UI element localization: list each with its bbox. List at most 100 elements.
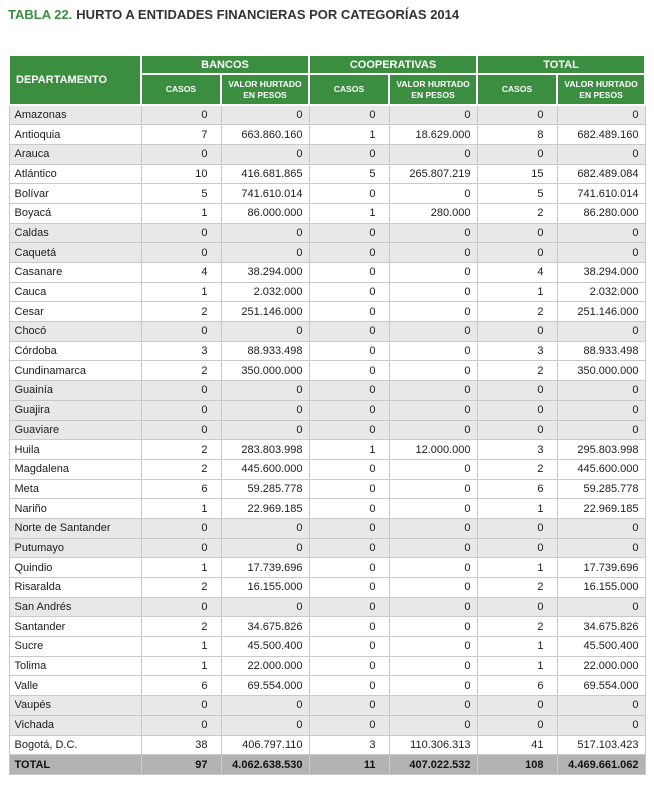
valor-cell: 0 [556, 222, 646, 244]
valor-cell: 0 [388, 419, 478, 441]
valor-cell: 22.000.000 [220, 655, 310, 677]
valor-cell: 22.969.185 [220, 498, 310, 519]
valor-cell: 88.933.498 [220, 340, 310, 362]
valor-cell: 0 [388, 616, 478, 638]
casos-cell: 0 [308, 419, 390, 441]
departamento-cell: Vichada [8, 714, 142, 736]
valor-cell: 0 [556, 242, 646, 263]
casos-cell: 2 [140, 458, 222, 480]
table-row: Bolívar 5 741.610.014 0 0 5 741.610.014 [8, 183, 646, 204]
valor-cell: 0 [220, 537, 310, 559]
table-row: Vaupés 0 0 0 0 0 0 [8, 695, 646, 716]
departamento-cell: Caquetá [8, 242, 142, 263]
casos-cell: 0 [476, 596, 558, 618]
header-row-groups: DEPARTAMENTO BANCOS COOPERATIVAS TOTAL [8, 54, 647, 106]
column-group-bancos: BANCOS [139, 54, 311, 75]
casos-cell: 0 [476, 380, 558, 401]
valor-cell: 0 [220, 399, 310, 421]
casos-cell: 38 [140, 734, 222, 756]
departamento-cell: Antioquia [8, 124, 142, 145]
column-header-bancos-casos: CASOS [140, 73, 222, 106]
valor-cell: 0 [556, 517, 646, 539]
valor-cell: 18.629.000 [388, 124, 478, 145]
column-group-cooperativas: COOPERATIVAS [308, 54, 479, 75]
valor-cell: 0 [388, 380, 478, 401]
departamento-cell: Norte de Santander [8, 517, 142, 539]
table-row: Huila 2 283.803.998 1 12.000.000 3 295.803.998 [8, 439, 646, 460]
valor-cell: 38.294.000 [556, 262, 646, 283]
valor-cell: 34.675.826 [220, 616, 310, 638]
table-row: Guainía 0 0 0 0 0 0 [8, 380, 646, 401]
valor-cell: 0 [556, 399, 646, 421]
table-number: TABLA 22. [8, 7, 73, 22]
casos-cell: 0 [476, 714, 558, 736]
casos-cell: 0 [476, 242, 558, 263]
table-row: Guaviare 0 0 0 0 0 0 [8, 419, 646, 441]
table-row: Meta 6 59.285.778 0 0 6 59.285.778 [8, 478, 646, 500]
valor-cell: 0 [388, 557, 478, 578]
valor-cell: 0 [388, 695, 478, 716]
valor-cell: 110.306.313 [388, 734, 478, 756]
valor-cell: 0 [220, 714, 310, 736]
column-header-cooperativas-valor: VALOR HURTADO EN PESOS [388, 73, 479, 106]
valor-cell: 741.610.014 [220, 183, 310, 204]
valor-cell: 22.969.185 [556, 498, 646, 519]
departamento-cell: Nariño [8, 498, 142, 519]
casos-cell: 2 [476, 458, 558, 480]
casos-cell: 2 [140, 577, 222, 598]
valor-cell: 0 [388, 222, 478, 244]
table-row: Antioquia 7 663.860.160 1 18.629.000 8 682.489… [8, 124, 646, 145]
table-row: Norte de Santander 0 0 0 0 0 0 [8, 517, 646, 539]
casos-cell: 6 [476, 675, 558, 697]
table-row: Caquetá 0 0 0 0 0 0 [8, 242, 646, 263]
casos-cell: 0 [476, 695, 558, 716]
casos-cell: 0 [308, 242, 390, 263]
departamento-cell: Casanare [8, 262, 142, 283]
casos-cell: 0 [308, 321, 390, 342]
casos-cell: 5 [476, 183, 558, 204]
casos-cell: 0 [308, 596, 390, 618]
table-row: Atlántico 10 416.681.865 5 265.807.219 15 682.… [8, 163, 646, 185]
casos-cell: 1 [140, 557, 222, 578]
valor-cell: 0 [556, 321, 646, 342]
casos-cell: 1 [140, 281, 222, 303]
table-row: Santander 2 34.675.826 0 0 2 34.675.826 [8, 616, 646, 638]
departamento-cell: Huila [8, 439, 142, 460]
casos-cell: 0 [308, 360, 390, 382]
casos-cell: 1 [140, 202, 222, 224]
table-row: Putumayo 0 0 0 0 0 0 [8, 537, 646, 559]
table-row: Caldas 0 0 0 0 0 0 [8, 222, 646, 244]
valor-cell: 251.146.000 [556, 301, 646, 323]
valor-cell: 0 [220, 104, 310, 126]
casos-cell: 0 [140, 419, 222, 441]
valor-cell: 0 [220, 321, 310, 342]
casos-cell: 6 [140, 478, 222, 500]
valor-cell: 86.280.000 [556, 202, 646, 224]
casos-cell: 0 [476, 104, 558, 126]
departamento-cell: Caldas [8, 222, 142, 244]
table-row: Vichada 0 0 0 0 0 0 [8, 714, 646, 736]
valor-cell: 0 [556, 537, 646, 559]
casos-cell: 2 [476, 301, 558, 323]
valor-cell: 34.675.826 [556, 616, 646, 638]
valor-cell: 0 [388, 301, 478, 323]
valor-cell: 283.803.998 [220, 439, 310, 460]
table-row: Tolima 1 22.000.000 0 0 1 22.000.000 [8, 655, 646, 677]
table-row: Nariño 1 22.969.185 0 0 1 22.969.185 [8, 498, 646, 519]
valor-cell: 0 [388, 714, 478, 736]
casos-cell: 0 [308, 517, 390, 539]
valor-cell: 0 [388, 478, 478, 500]
valor-cell: 0 [388, 399, 478, 421]
casos-cell: 0 [308, 498, 390, 519]
valor-cell: 4.062.638.530 [220, 754, 310, 775]
valor-cell: 0 [388, 458, 478, 480]
departamento-cell: Vaupés [8, 695, 142, 716]
casos-cell: 0 [140, 517, 222, 539]
casos-cell: 2 [476, 202, 558, 224]
casos-cell: 1 [476, 498, 558, 519]
valor-cell: 0 [220, 419, 310, 441]
casos-cell: 2 [476, 360, 558, 382]
valor-cell: 17.739.696 [220, 557, 310, 578]
casos-cell: 0 [140, 537, 222, 559]
table-body: Amazonas 0 0 0 0 0 0 Antioquia 7 663.860.160 1 18.6… [8, 104, 646, 775]
